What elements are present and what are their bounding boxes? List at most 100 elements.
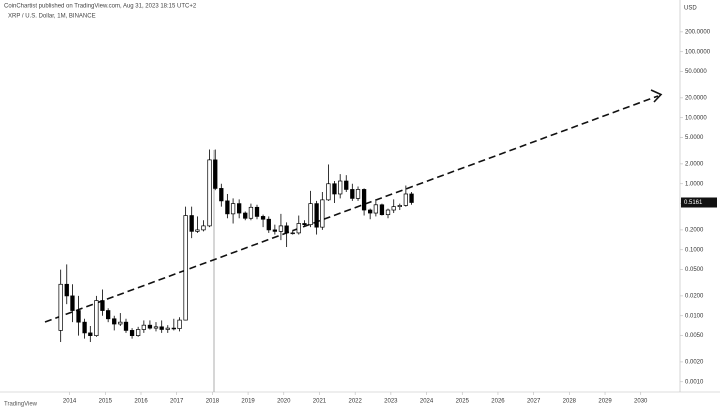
x-tick-label: 2026 [491, 399, 505, 405]
y-tick-label: 0.0200 [685, 293, 704, 299]
candle-body [64, 283, 69, 297]
last-price-label: 0.5161 [684, 200, 703, 206]
y-tick-label: 5.0000 [685, 135, 704, 141]
candle-body [153, 326, 159, 329]
candle-body [171, 327, 176, 330]
y-tick-label: 0.0010 [685, 379, 704, 385]
candle-body [379, 204, 385, 216]
x-tick-label: 2017 [170, 399, 184, 405]
candle-body [403, 193, 409, 206]
x-tick-label: 2016 [134, 399, 148, 405]
candle-body [243, 212, 248, 219]
y-tick-label: 0.0500 [685, 267, 704, 273]
candle-body [254, 206, 260, 217]
candle-body [409, 193, 414, 203]
y-tick-label: 100.0000 [685, 49, 711, 55]
x-tick-label: 2024 [420, 399, 434, 405]
candle-body [88, 332, 93, 336]
candle-body [326, 183, 331, 201]
candle-body [284, 225, 289, 234]
y-tick-label: 0.2000 [685, 227, 704, 233]
y-tick-label: 0.1000 [685, 247, 704, 253]
y-axis-label: USD [684, 6, 697, 12]
candle-body [189, 215, 194, 232]
candle-body [272, 229, 278, 232]
candle-body [94, 300, 99, 336]
candle-body [70, 295, 75, 311]
x-tick-label: 2015 [99, 399, 113, 405]
candle-body [355, 189, 361, 199]
candle-body [361, 189, 367, 211]
y-tick-label: 1.0000 [685, 181, 704, 187]
y-tick-label: 50.0000 [685, 69, 707, 75]
x-tick-label: 2019 [241, 399, 255, 405]
candle-body [391, 206, 396, 211]
x-tick-label: 2014 [63, 399, 77, 405]
candle-body [230, 203, 236, 215]
candle-body [338, 180, 343, 195]
x-tick-label: 2029 [598, 399, 612, 405]
candle-body [58, 283, 63, 331]
trend-dash [44, 95, 659, 323]
candle-body [100, 300, 105, 311]
x-tick-label: 2023 [384, 399, 398, 405]
y-tick-label: 0.0050 [685, 333, 704, 339]
y-tick-label: 20.0000 [685, 95, 707, 101]
y-tick-label: 200.0000 [685, 29, 711, 35]
candle-body [106, 310, 111, 320]
y-tick-label: 0.0100 [685, 313, 704, 319]
logo: TradingView [4, 402, 38, 408]
y-tick-label: 0.0020 [685, 359, 704, 365]
candle-body [344, 180, 349, 190]
x-tick-label: 2021 [313, 399, 327, 405]
candle-body [237, 203, 242, 214]
x-tick-label: 2030 [634, 399, 648, 405]
x-tick-label: 2018 [206, 399, 220, 405]
publisher-line: CoinChartist published on TradingView.co… [4, 4, 197, 10]
candle-body [278, 225, 284, 232]
candle-body [207, 159, 212, 227]
candle-body [129, 330, 135, 336]
candle-body [368, 209, 373, 214]
candle-body [320, 199, 325, 228]
last-price-box [681, 197, 717, 208]
candle-body [76, 310, 81, 323]
candle-body [213, 159, 218, 189]
candle-body [302, 223, 307, 226]
candle-body [397, 205, 402, 207]
candle-body [248, 206, 254, 219]
candle-body [219, 188, 224, 202]
candle-body [82, 321, 87, 334]
candle-body [225, 200, 230, 215]
trend-line [44, 89, 663, 323]
candle-body [385, 209, 391, 216]
candle-body [183, 215, 188, 321]
x-tick-label: 2025 [456, 399, 470, 405]
candle-body [290, 232, 295, 235]
candle-body [195, 229, 200, 232]
candle-body [350, 189, 355, 199]
candle-body [266, 218, 271, 231]
candle-body [314, 203, 319, 228]
candle-body [165, 327, 170, 330]
y-tick-label: 10.0000 [685, 115, 707, 121]
candle-body [373, 204, 379, 214]
candle-body [147, 324, 153, 329]
candle-body [177, 319, 182, 329]
candle-body [201, 225, 206, 231]
candle-body [332, 183, 337, 195]
candle-body [123, 321, 129, 331]
candle-body [118, 321, 123, 325]
candle-body [308, 203, 313, 226]
candle-body [135, 329, 141, 336]
candle-body [141, 324, 147, 330]
trend-arrow [650, 89, 663, 103]
candle-body [260, 216, 266, 220]
candle-body [296, 223, 301, 234]
candle-body [159, 326, 164, 330]
x-tick-label: 2022 [348, 399, 362, 405]
x-tick-label: 2020 [277, 399, 291, 405]
x-tick-label: 2027 [527, 399, 541, 405]
y-tick-label: 2.0000 [685, 161, 704, 167]
